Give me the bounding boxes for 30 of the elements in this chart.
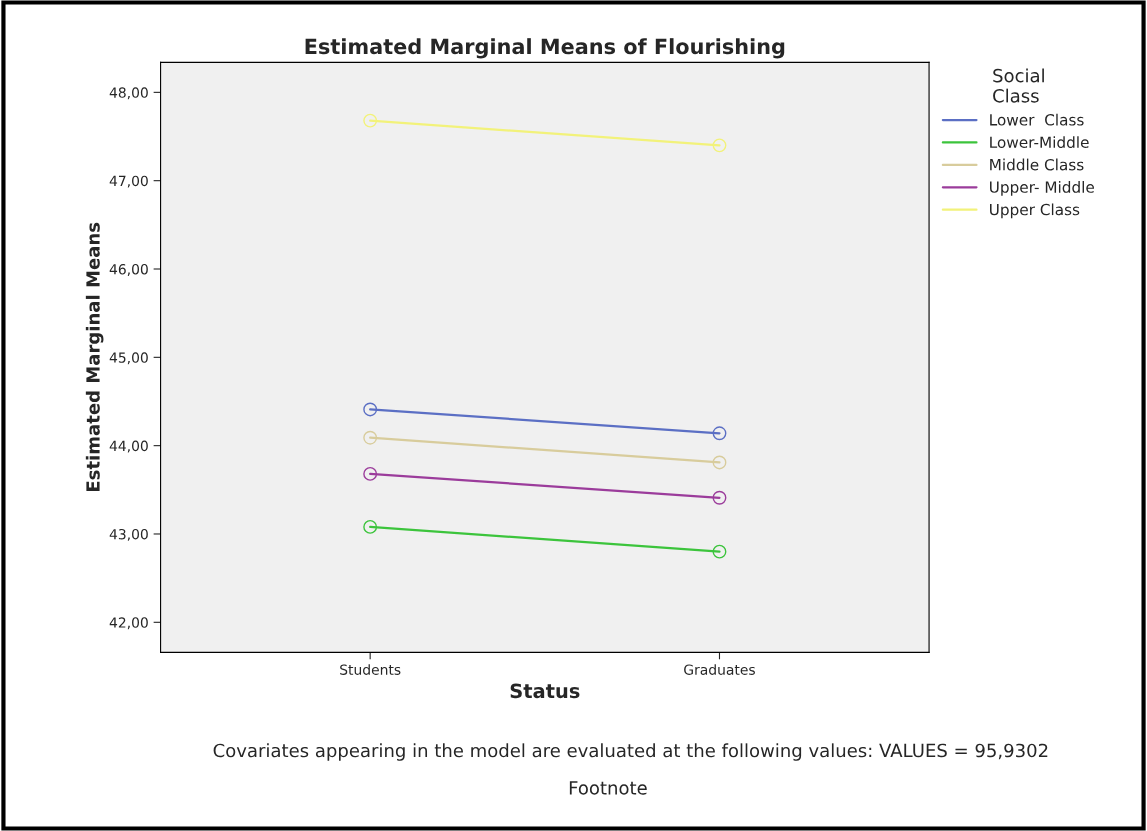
- point: [712, 490, 727, 505]
- legend-title: Social Class: [993, 68, 1044, 103]
- y-tick-label: 43,00: [109, 528, 148, 541]
- y-tick-label: 42,00: [109, 617, 148, 630]
- y-tick-label: 48,00: [109, 87, 148, 100]
- chart-title: Estimated Marginal Means of Flourishing: [305, 38, 785, 59]
- text: Covariates appearing in the model are evaluated at the following values: VALUES = 95,9302: [213, 743, 1048, 761]
- legend-label: Upper- Middle: [990, 181, 1095, 196]
- y-tick-label: 45,00: [109, 352, 148, 365]
- y-tick-label: 46,00: [109, 263, 148, 276]
- point: [712, 426, 727, 441]
- y-tick-label: 47,00: [109, 175, 148, 188]
- y-tick-label: 44,00: [109, 440, 148, 453]
- legend-label: Upper Class: [990, 203, 1080, 219]
- legend-label: Lower-Middle: [990, 136, 1089, 149]
- y-axis-title: Estimated Marginal Means: [85, 222, 104, 491]
- x-tick-label: Graduates: [684, 664, 755, 675]
- text: Footnote: [569, 781, 647, 795]
- legend-label: Lower Class: [990, 113, 1084, 126]
- x-tick-label: Students: [340, 664, 401, 675]
- point: [363, 430, 378, 445]
- x-axis-title: Status: [510, 683, 580, 699]
- point: [712, 544, 727, 559]
- point: [363, 466, 378, 481]
- point: [712, 455, 727, 470]
- point: [363, 113, 378, 128]
- point: [363, 519, 378, 534]
- legend-label: Middle Class: [990, 158, 1084, 171]
- point: [712, 138, 727, 153]
- point: [363, 402, 378, 417]
